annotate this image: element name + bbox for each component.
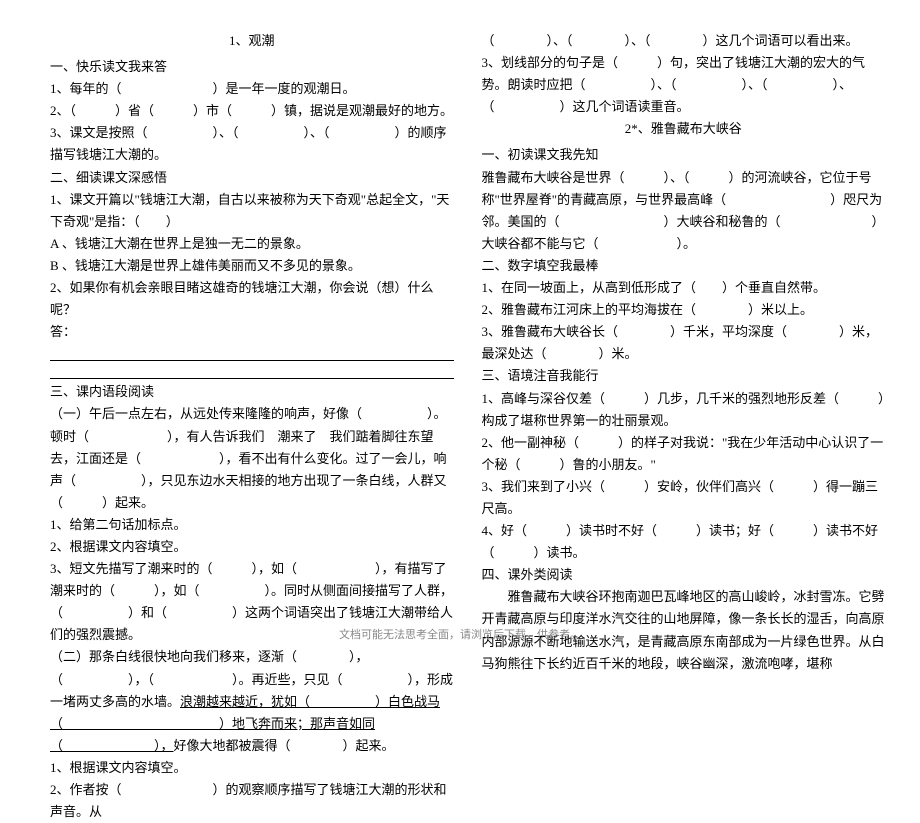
q2-1a: A 、钱塘江大潮在世界上是独一无二的景象。 bbox=[50, 233, 454, 255]
p1-q2: 2、根据课文内容填空。 bbox=[50, 536, 454, 558]
r-pinyin4: 4、好（ ）读书时不好（ ）读书；好（ ）读书不好（ ）读书。 bbox=[482, 520, 886, 564]
section3-header: 三、课内语段阅读 bbox=[50, 381, 454, 403]
r-section2-header: 二、数字填空我最棒 bbox=[482, 255, 886, 277]
passage2: （二）那条白线很快地向我们移来，逐渐（ ），（ ），（ ）。再近些，只见（ ），… bbox=[50, 646, 454, 756]
q1-1: 1、每年的（ ）是一年一度的观潮日。 bbox=[50, 78, 454, 100]
section2-header: 二、细读课文深感悟 bbox=[50, 167, 454, 189]
right-column: （ ）、（ ）、（ ）这几个词语可以看出来。 3、划线部分的句子是（ ）句，突出… bbox=[476, 30, 886, 641]
r-intro: 雅鲁藏布大峡谷是世界（ ）、（ ）的河流峡谷，它位于号称"世界屋脊"的青藏高原，… bbox=[482, 167, 886, 255]
passage1: （一）午后一点左右，从远处传来隆隆的响声，好像（ ）。顿时（ ），有人告诉我们 … bbox=[50, 403, 454, 513]
q2-1b: B 、钱塘江大潮是世界上雄伟美丽而又不多见的景象。 bbox=[50, 255, 454, 277]
r-num2: 2、雅鲁藏布江河床上的平均海拔在（ ）米以上。 bbox=[482, 299, 886, 321]
left-column: 1、观潮 一、快乐读文我来答 1、每年的（ ）是一年一度的观潮日。 2、（ ）省… bbox=[50, 30, 476, 641]
r-section3-header: 三、语境注音我能行 bbox=[482, 365, 886, 387]
r-pinyin3: 3、我们来到了小兴（ ）安岭，伙伴们高兴（ ）得一蹦三尺高。 bbox=[482, 476, 886, 520]
q2-2: 2、如果你有机会亲眼目睹这雄奇的钱塘江大潮，你会说（想）什么呢？ bbox=[50, 277, 454, 321]
r-pinyin2: 2、他一副神秘（ ）的样子对我说："我在少年活动中心认识了一个秘（ ）鲁的小朋友… bbox=[482, 432, 886, 476]
footer-note: 文档可能无法思考全面，请浏览后下载，供参考。 bbox=[0, 626, 920, 645]
answer-blank-1 bbox=[50, 345, 454, 361]
q1-2: 2、（ ）省（ ）市（ ）镇，据说是观潮最好的地方。 bbox=[50, 100, 454, 122]
r-num3: 3、雅鲁藏布大峡谷长（ ）千米，平均深度（ ）米，最深处达（ ）米。 bbox=[482, 321, 886, 365]
p2-q2: 2、作者按（ ）的观察顺序描写了钱塘江大潮的形状和声音。从 bbox=[50, 779, 454, 823]
r-num1: 1、在同一坡面上，从高到低形成了（ ）个垂直自然带。 bbox=[482, 277, 886, 299]
q2-1: 1、课文开篇以"钱塘江大潮，自古以来被称为天下奇观"总起全文，"天下奇观"是指：… bbox=[50, 189, 454, 233]
p2-q3: 3、划线部分的句子是（ ）句，突出了钱塘江大潮的宏大的气势。朗读时应把（ ）、（… bbox=[482, 52, 886, 118]
p2-q1: 1、根据课文内容填空。 bbox=[50, 757, 454, 779]
answer-blank-2 bbox=[50, 363, 454, 379]
lesson1-title: 1、观潮 bbox=[50, 30, 454, 52]
section1-header: 一、快乐读文我来答 bbox=[50, 56, 454, 78]
r-pinyin1: 1、高峰与深谷仅差（ ）几步，几千米的强烈地形反差（ ）构成了堪称世界第一的壮丽… bbox=[482, 388, 886, 432]
r-section1-header: 一、初读课文我先知 bbox=[482, 144, 886, 166]
passage2-tail: 好像大地都被震得（ ）起来。 bbox=[174, 738, 395, 753]
r-section4-header: 四、课外类阅读 bbox=[482, 564, 886, 586]
p1-q1: 1、给第二句话加标点。 bbox=[50, 514, 454, 536]
answer-label: 答： bbox=[50, 321, 454, 343]
p2-q2-cont: （ ）、（ ）、（ ）这几个词语可以看出来。 bbox=[482, 30, 886, 52]
q1-3: 3、课文是按照（ ）、（ ）、（ ）的顺序描写钱塘江大潮的。 bbox=[50, 122, 454, 166]
lesson2-title: 2*、雅鲁藏布大峡谷 bbox=[482, 118, 886, 140]
